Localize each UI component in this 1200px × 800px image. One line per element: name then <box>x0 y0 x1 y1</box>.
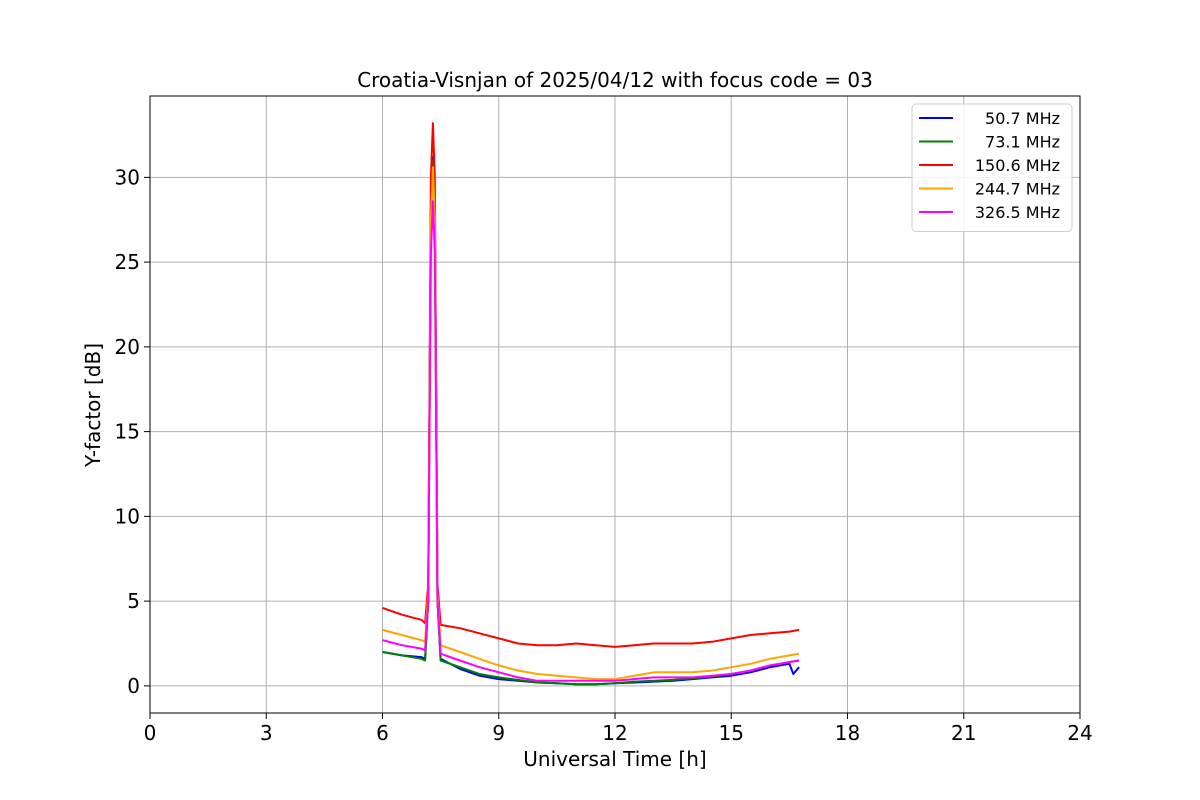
chart-title: Croatia-Visnjan of 2025/04/12 with focus… <box>357 68 873 92</box>
x-tick-label: 24 <box>1067 721 1092 745</box>
y-tick-label: 20 <box>115 335 140 359</box>
series-layer <box>383 123 800 684</box>
x-tick-label: 6 <box>376 721 389 745</box>
x-tick-label: 18 <box>835 721 860 745</box>
legend-label-3: 244.7 MHz <box>975 180 1060 199</box>
y-tick-label: 5 <box>127 589 140 613</box>
x-axis-label: Universal Time [h] <box>523 747 706 771</box>
x-tick-label: 15 <box>719 721 744 745</box>
x-tick-label: 9 <box>492 721 505 745</box>
series-line-1 <box>383 160 800 684</box>
y-tick-label: 30 <box>115 165 140 189</box>
series-line-0 <box>383 157 800 684</box>
y-tick-label: 10 <box>115 504 140 528</box>
x-tick-label: 21 <box>951 721 976 745</box>
y-tick-label: 25 <box>115 250 140 274</box>
series-line-2 <box>383 123 800 647</box>
y-axis-label: Y-factor [dB] <box>81 343 105 468</box>
legend-label-2: 150.6 MHz <box>975 156 1060 175</box>
legend: 50.7 MHz 73.1 MHz 150.6 MHz 244.7 MHz 326.5 … <box>912 104 1072 232</box>
y-tick-label: 0 <box>127 674 140 698</box>
legend-label-0: 50.7 MHz <box>985 109 1060 128</box>
x-tick-label: 0 <box>144 721 157 745</box>
legend-label-4: 326.5 MHz <box>975 203 1060 222</box>
x-tick-label: 12 <box>602 721 627 745</box>
series-line-4 <box>383 201 800 681</box>
ticks: 0 3 6 9 12 15 18 21 24 0 5 10 15 20 25 30 <box>115 165 1093 745</box>
x-tick-label: 3 <box>260 721 273 745</box>
series-line-3 <box>383 167 800 679</box>
legend-label-1: 73.1 MHz <box>985 133 1060 152</box>
y-tick-label: 15 <box>115 420 140 444</box>
